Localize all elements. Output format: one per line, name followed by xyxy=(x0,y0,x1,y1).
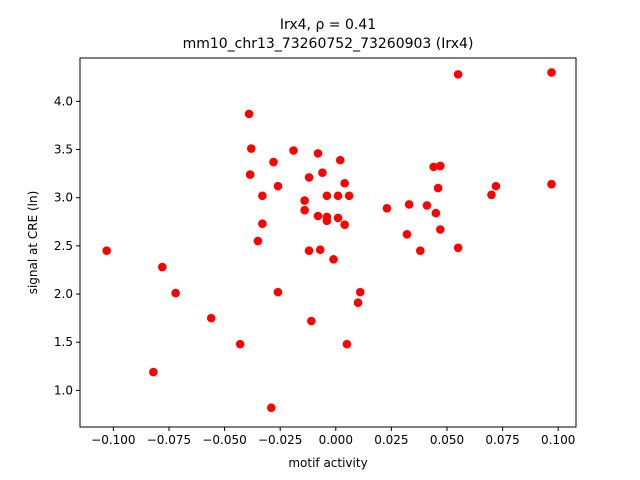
data-point xyxy=(258,191,267,201)
data-point xyxy=(487,190,496,200)
data-point xyxy=(304,246,314,255)
data-point xyxy=(547,68,556,77)
x-tick-label: 0.050 xyxy=(430,433,464,447)
x-tick-label: −0.075 xyxy=(147,433,191,447)
chart-title-line2: mm10_chr13_73260752_73260903 (Irx4) xyxy=(183,36,474,52)
y-tick-label: 1.5 xyxy=(54,335,73,349)
data-point xyxy=(436,225,445,234)
data-point xyxy=(353,298,363,308)
data-point xyxy=(269,157,278,167)
data-point xyxy=(273,181,283,191)
plot-frame xyxy=(79,57,577,428)
data-point xyxy=(433,183,443,193)
data-point xyxy=(340,220,349,229)
y-tick-label: 2.0 xyxy=(54,287,73,301)
data-point xyxy=(402,230,412,239)
x-tick-label: 0.000 xyxy=(319,433,353,447)
data-point xyxy=(246,144,256,153)
data-point xyxy=(300,205,309,215)
data-point xyxy=(329,255,338,264)
data-point xyxy=(258,219,267,229)
data-point xyxy=(422,201,432,210)
data-point xyxy=(453,70,463,79)
y-tick-label: 4.0 xyxy=(54,94,73,108)
data-point xyxy=(235,339,245,349)
data-point xyxy=(313,149,323,158)
data-point xyxy=(335,155,345,165)
y-axis-label: signal at CRE (ln) xyxy=(26,191,40,295)
data-point xyxy=(322,191,332,201)
x-tick-label: −0.050 xyxy=(202,433,246,447)
data-point xyxy=(340,178,349,188)
data-point xyxy=(322,216,332,226)
x-tick-label: −0.100 xyxy=(91,433,135,447)
data-point xyxy=(244,109,254,119)
x-tick-label: 0.025 xyxy=(374,433,408,447)
data-point xyxy=(318,168,327,177)
data-point xyxy=(206,313,216,323)
data-point xyxy=(333,213,343,223)
y-tick-label: 3.0 xyxy=(54,191,73,205)
data-point xyxy=(344,191,354,201)
y-tick-label: 2.5 xyxy=(54,239,73,253)
data-point xyxy=(453,243,463,253)
data-point xyxy=(491,181,501,191)
y-axis-ticks: 1.0 1.5 2.0 2.5 3.0 3.5 4.0 xyxy=(54,94,80,397)
data-point xyxy=(253,236,263,246)
x-tick-label: 0.100 xyxy=(541,433,575,447)
data-point xyxy=(149,367,158,377)
data-points xyxy=(102,68,556,413)
data-point xyxy=(333,191,343,201)
data-point xyxy=(245,170,255,179)
x-tick-label: 0.075 xyxy=(485,433,519,447)
data-point xyxy=(382,204,392,213)
data-point xyxy=(429,162,438,172)
data-point xyxy=(315,245,325,255)
x-axis-label: motif activity xyxy=(288,456,367,470)
data-point xyxy=(313,211,323,221)
data-point xyxy=(547,179,556,189)
data-point xyxy=(416,246,425,255)
data-point xyxy=(102,246,111,255)
data-point xyxy=(304,173,314,182)
data-point xyxy=(342,339,352,349)
x-tick-label: −0.025 xyxy=(258,433,302,447)
x-axis-ticks: −0.100 −0.075 −0.050 −0.025 0.000 0.025 0.050 0… xyxy=(91,427,575,447)
data-point xyxy=(266,403,276,413)
data-point xyxy=(289,146,298,155)
data-point xyxy=(431,208,441,218)
data-point xyxy=(273,287,283,297)
data-point xyxy=(171,288,180,298)
data-point xyxy=(404,200,414,209)
data-point xyxy=(307,316,316,326)
data-point xyxy=(436,161,445,171)
y-tick-label: 3.5 xyxy=(54,143,73,157)
data-point xyxy=(300,196,309,205)
chart-title-line1: Irx4, ρ = 0.41 xyxy=(280,17,376,33)
data-point xyxy=(355,287,365,297)
data-point xyxy=(158,262,167,272)
y-tick-label: 1.0 xyxy=(54,383,73,397)
